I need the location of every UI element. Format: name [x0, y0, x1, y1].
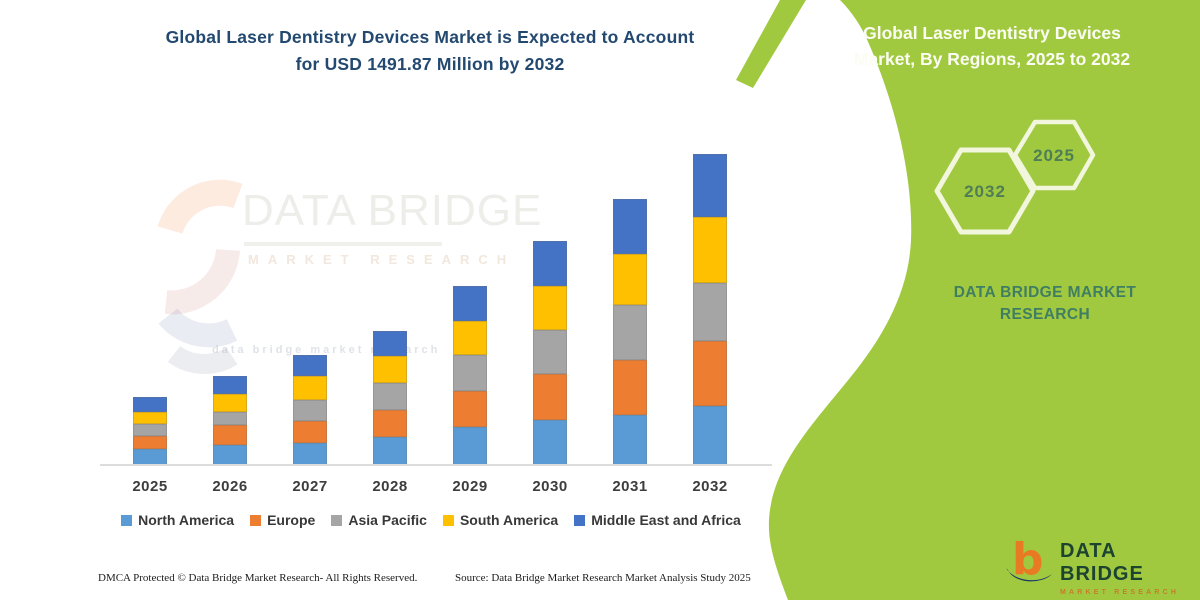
bar-segment-2026-asia-pacific: [213, 412, 247, 425]
legend-marker-icon: [331, 514, 343, 526]
hexagon-2032-icon: 2032: [934, 147, 1036, 235]
side-panel-title: Global Laser Dentistry Devices Market, B…: [792, 20, 1192, 73]
bar-segment-2032-asia-pacific: [693, 282, 727, 342]
bar-segment-2025-north-america: [133, 448, 167, 465]
footer-source: Source: Data Bridge Market Research Mark…: [455, 572, 751, 584]
bar-segment-2029-south-america: [453, 321, 487, 355]
bar-segment-2031-middle-east-and-africa: [613, 199, 647, 255]
bar-segment-2028-europe: [373, 410, 407, 437]
bar-segment-2031-south-america: [613, 254, 647, 306]
bar-segment-2032-south-america: [693, 216, 727, 283]
logo-subtitle: MARKET RESEARCH: [1060, 589, 1180, 596]
legend: North America Europe Asia Pacific South Ame…: [95, 512, 767, 528]
legend-label: North America: [138, 512, 235, 528]
x-axis-label-2030: 2030: [532, 478, 568, 495]
bar-segment-2030-europe: [533, 374, 567, 420]
bar-segment-2031-north-america: [613, 415, 647, 465]
bar-segment-2025-south-america: [133, 411, 167, 424]
x-axis-label-2032: 2032: [692, 478, 728, 495]
bar-segment-2032-middle-east-and-africa: [693, 154, 727, 217]
bar-segment-2029-north-america: [453, 426, 487, 465]
bar-segment-2030-asia-pacific: [533, 330, 567, 375]
hexagon-2032-label: 2032: [964, 182, 1006, 201]
svg-text:b: b: [1012, 534, 1044, 585]
bar-segment-2026-middle-east-and-africa: [213, 375, 247, 395]
bar-segment-2025-europe: [133, 435, 167, 449]
bar-segment-2027-asia-pacific: [293, 400, 327, 422]
bar-segment-2030-middle-east-and-africa: [533, 241, 567, 286]
x-axis-line: [100, 464, 772, 466]
bar-segment-2028-asia-pacific: [373, 383, 407, 410]
legend-item-south-america: South America: [442, 512, 559, 528]
legend-item-europe: Europe: [250, 512, 315, 528]
bar-segment-2027-middle-east-and-africa: [293, 355, 327, 377]
green-tail-sliver: [736, 0, 806, 88]
logo-name: DATA BRIDGE: [1060, 540, 1144, 585]
legend-item-asia-pacific: Asia Pacific: [331, 512, 427, 528]
x-axis-label-2029: 2029: [452, 478, 488, 495]
x-axis-label-2028: 2028: [372, 478, 408, 495]
bar-segment-2032-europe: [693, 341, 727, 406]
bar-segment-2029-middle-east-and-africa: [453, 285, 487, 322]
x-axis-label-2027: 2027: [292, 478, 328, 495]
bar-segment-2026-south-america: [213, 394, 247, 413]
legend-item-middle-east-and-africa: Middle East and Africa: [574, 512, 741, 528]
x-axis-label-2026: 2026: [212, 478, 248, 495]
bar-segment-2031-asia-pacific: [613, 305, 647, 360]
side-panel-brand-text: DATA BRIDGE MARKET RESEARCH: [900, 282, 1190, 327]
x-axis-label-2025: 2025: [132, 478, 168, 495]
legend-label: South America: [459, 512, 559, 528]
x-axis-label-2031: 2031: [612, 478, 648, 495]
bar-segment-2031-europe: [613, 360, 647, 415]
side-panel-title-line2: Market, By Regions, 2025 to 2032: [853, 49, 1131, 70]
hexagon-2025-icon: 2025: [1012, 119, 1096, 191]
bar-segment-2028-middle-east-and-africa: [373, 330, 407, 356]
bar-segment-2030-south-america: [533, 285, 567, 330]
bar-segment-2025-middle-east-and-africa: [133, 396, 167, 412]
bar-segment-2030-north-america: [533, 420, 567, 465]
legend-marker-icon: [442, 514, 454, 526]
side-panel-brand-line2: RESEARCH: [999, 306, 1091, 324]
databridge-logo-text: DATA BRIDGE MARKET RESEARCH: [1060, 540, 1184, 596]
side-panel-title-line1: Global Laser Dentistry Devices: [863, 23, 1121, 43]
legend-marker-icon: [121, 514, 133, 526]
chart-title: Global Laser Dentistry Devices Market is…: [60, 24, 800, 78]
bar-segment-2028-north-america: [373, 436, 407, 465]
legend-label: Asia Pacific: [348, 512, 427, 528]
footer-copyright: DMCA Protected © Data Bridge Market Rese…: [98, 572, 418, 584]
databridge-logo: b DATA BRIDGE MARKET RESEARCH: [1004, 532, 1184, 596]
databridge-logo-icon: b: [1006, 534, 1052, 585]
legend-marker-icon: [250, 514, 262, 526]
legend-item-north-america: North America: [121, 512, 234, 528]
bar-segment-2027-north-america: [293, 442, 327, 465]
chart-title-line1: Global Laser Dentistry Devices Market is…: [165, 27, 695, 47]
bar-segment-2027-south-america: [293, 376, 327, 401]
bar-segment-2029-asia-pacific: [453, 355, 487, 391]
bar-segment-2026-north-america: [213, 445, 247, 465]
bar-segment-2032-north-america: [693, 405, 727, 465]
side-panel-brand-line1: DATA BRIDGE MARKET: [953, 284, 1137, 301]
legend-marker-icon: [574, 514, 586, 526]
bar-segment-2028-south-america: [373, 355, 407, 384]
bar-segment-2025-asia-pacific: [133, 423, 167, 436]
legend-label: Middle East and Africa: [591, 512, 741, 528]
bar-segment-2026-europe: [213, 425, 247, 445]
hexagon-2025-label: 2025: [1033, 146, 1075, 165]
bar-segment-2029-europe: [453, 390, 487, 427]
bar-segment-2027-europe: [293, 421, 327, 443]
chart-title-line2: for USD 1491.87 Million by 2032: [295, 54, 565, 75]
legend-label: Europe: [267, 512, 316, 528]
